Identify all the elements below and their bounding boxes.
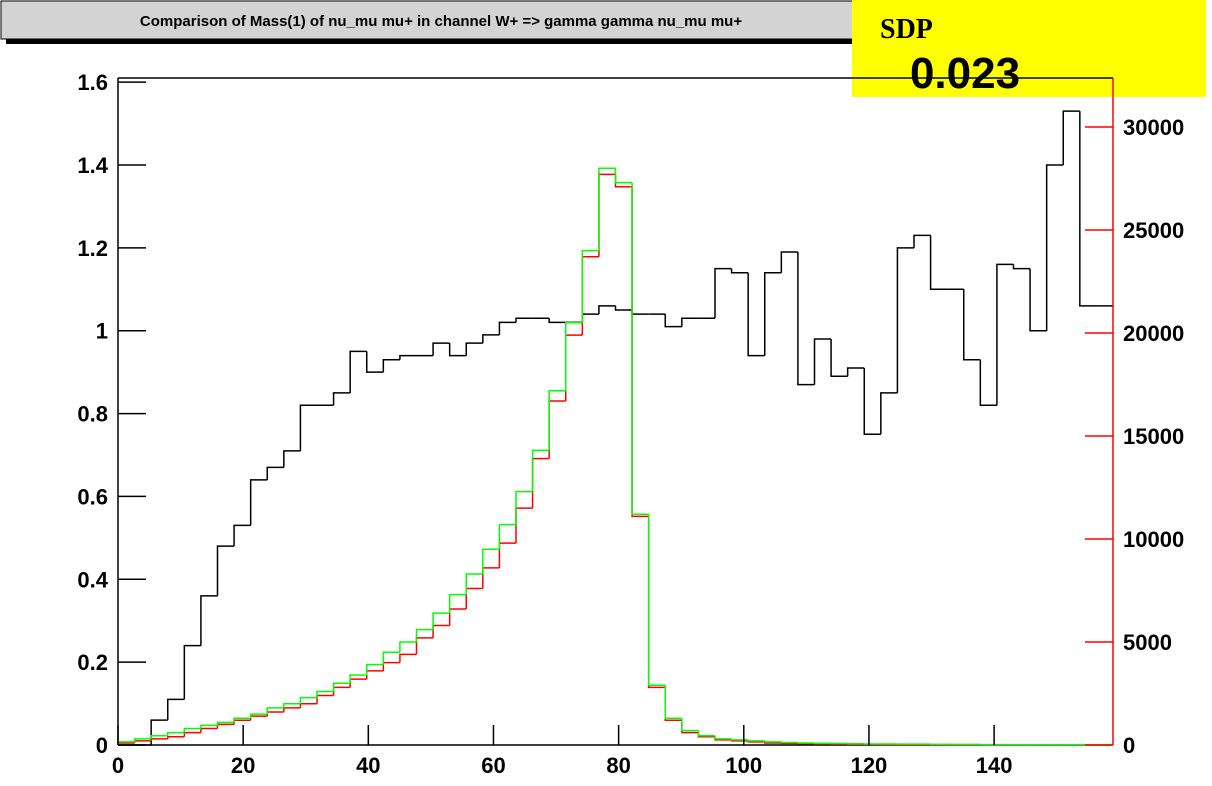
sdp-value: 0.023 bbox=[910, 49, 1020, 98]
x-tick-label: 120 bbox=[851, 753, 888, 778]
y-tick-label: 1.2 bbox=[77, 236, 108, 261]
y-tick-label: 0.8 bbox=[77, 402, 108, 427]
x-tick-label: 0 bbox=[112, 753, 124, 778]
y2-tick-label: 20000 bbox=[1123, 321, 1184, 346]
y-tick-label: 0.6 bbox=[77, 484, 108, 509]
y-tick-label: 1.4 bbox=[77, 153, 108, 178]
chart-title: Comparison of Mass(1) of nu_mu mu+ in ch… bbox=[140, 13, 742, 30]
y2-tick-label: 10000 bbox=[1123, 527, 1184, 552]
x-tick-label: 80 bbox=[606, 753, 630, 778]
y2-tick-label: 30000 bbox=[1123, 115, 1184, 140]
y-tick-label: 1.6 bbox=[77, 70, 108, 95]
y-tick-label: 0 bbox=[96, 733, 108, 758]
y-tick-label: 0.2 bbox=[77, 650, 108, 675]
x-tick-label: 100 bbox=[725, 753, 762, 778]
y-tick-label: 1 bbox=[96, 319, 108, 344]
y2-tick-label: 15000 bbox=[1123, 424, 1184, 449]
x-tick-label: 40 bbox=[356, 753, 380, 778]
x-tick-label: 20 bbox=[231, 753, 255, 778]
y2-tick-label: 25000 bbox=[1123, 218, 1184, 243]
y-tick-label: 0.4 bbox=[77, 567, 108, 592]
x-tick-label: 60 bbox=[481, 753, 505, 778]
sdp-label: SDP bbox=[880, 14, 933, 45]
histogram-bin bbox=[781, 742, 798, 743]
y2-tick-label: 5000 bbox=[1123, 630, 1172, 655]
x-tick-label: 140 bbox=[976, 753, 1013, 778]
y2-tick-label: 0 bbox=[1123, 733, 1135, 758]
